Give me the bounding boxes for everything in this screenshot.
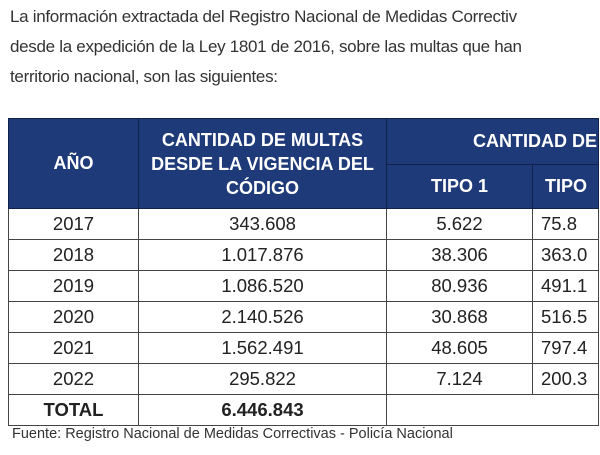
header-fines-line: CANTIDAD DE MULTAS [161,129,364,150]
year-cell: 2022 [8,363,139,395]
total-fines: 6.446.843 [138,394,387,426]
table-row: 2022 295.822 7.124 200.3 [8,363,599,395]
header-type2: TIPO [532,164,599,209]
fines-table: AÑO CANTIDAD DE MULTAS DESDE LA VIGENCIA… [8,118,599,426]
type2-cell: 363.0 [532,239,599,271]
header-fines-line: CÓDIGO [225,177,299,198]
fines-cell: 1.086.520 [138,270,387,302]
year-cell: 2018 [8,239,139,271]
table-row: 2020 2.140.526 30.868 516.5 [8,301,599,333]
fines-cell: 1.017.876 [138,239,387,271]
header-fines-line: DESDE LA VIGENCIA DEL [151,153,374,174]
type1-cell: 48.605 [386,332,533,364]
type1-cell: 30.868 [386,301,533,333]
intro-line: La información extractada del Registro N… [10,7,517,26]
year-cell: 2019 [8,270,139,302]
table-row: 2019 1.086.520 80.936 491.1 [8,270,599,302]
intro-paragraph: La información extractada del Registro N… [10,2,598,92]
type2-cell: 491.1 [532,270,599,302]
total-row: TOTAL 6.446.843 [8,394,599,426]
table-row: 2021 1.562.491 48.605 797.4 [8,332,599,364]
fines-cell: 1.562.491 [138,332,387,364]
total-label: TOTAL [8,394,139,426]
source-note: Fuente: Registro Nacional de Medidas Cor… [12,426,453,442]
type1-cell: 5.622 [386,208,533,240]
fines-cell: 295.822 [138,363,387,395]
header-type1: TIPO 1 [386,164,533,209]
intro-line: territorio nacional, son las siguientes: [10,67,278,86]
table-row: 2018 1.017.876 38.306 363.0 [8,239,599,271]
intro-line: desde la expedición de la Ley 1801 de 20… [10,37,522,56]
type2-cell: 797.4 [532,332,599,364]
table-row: 2017 343.608 5.622 75.8 [8,208,599,240]
fines-cell: 2.140.526 [138,301,387,333]
type1-cell: 38.306 [386,239,533,271]
header-group: CANTIDAD DE [386,118,599,165]
year-cell: 2017 [8,208,139,240]
type1-cell: 80.936 [386,270,533,302]
type2-cell: 516.5 [532,301,599,333]
fines-cell: 343.608 [138,208,387,240]
type1-cell: 7.124 [386,363,533,395]
type2-cell: 200.3 [532,363,599,395]
header-year: AÑO [8,118,139,209]
header-fines: CANTIDAD DE MULTAS DESDE LA VIGENCIA DEL… [138,118,387,209]
year-cell: 2020 [8,301,139,333]
year-cell: 2021 [8,332,139,364]
total-empty [386,394,599,426]
type2-cell: 75.8 [532,208,599,240]
